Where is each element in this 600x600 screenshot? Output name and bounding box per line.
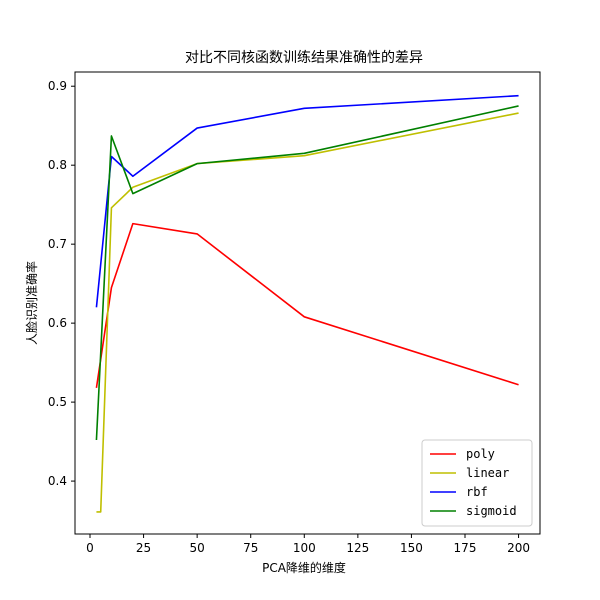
y-tick-label: 0.4 [48, 474, 67, 488]
axes-frame [74, 71, 541, 535]
x-tick-label: 200 [507, 541, 530, 555]
legend-label-sigmoid: sigmoid [466, 504, 517, 518]
series-line-poly [95, 222, 519, 389]
x-axis-label: PCA降维的维度 [262, 560, 346, 575]
y-axis-label: 人脸识别准确率 [24, 261, 39, 345]
y-tick-label: 0.6 [48, 316, 67, 330]
legend-label-rbf: rbf [466, 485, 488, 499]
x-tick-label: 75 [243, 541, 258, 555]
x-tick-label: 50 [190, 541, 205, 555]
legend [421, 439, 533, 527]
legend-label-linear: linear [466, 466, 509, 480]
x-tick-label: 0 [86, 541, 94, 555]
y-tick-label: 0.9 [48, 79, 67, 93]
y-tick-label: 0.5 [48, 395, 67, 409]
series-line-rbf [95, 94, 519, 308]
y-tick-label: 0.8 [48, 158, 67, 172]
legend-label-poly: poly [466, 447, 495, 461]
x-tick-label: 25 [136, 541, 151, 555]
series-line-linear [96, 112, 519, 513]
x-tick-label: 150 [400, 541, 423, 555]
x-tick-label: 100 [293, 541, 316, 555]
plot-area: 0 25 50 75 100 125 150 175 200 0.4 0.5 0.6 0.7 0.8 0.9… [48, 71, 541, 555]
x-tick-label: 175 [454, 541, 477, 555]
y-tick-label: 0.7 [48, 237, 67, 251]
series-line-sigmoid [95, 105, 519, 441]
x-tick-label: 125 [346, 541, 369, 555]
chart-title: 对比不同核函数训练结果准确性的差异 [185, 50, 423, 66]
